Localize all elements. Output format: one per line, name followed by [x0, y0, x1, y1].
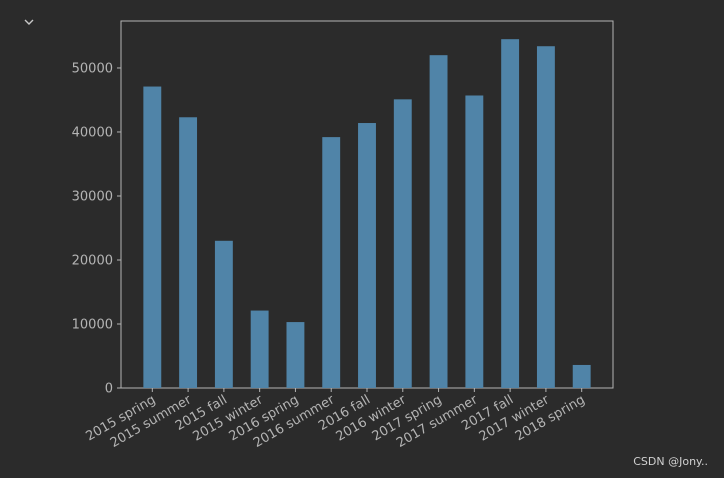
bar — [465, 95, 484, 389]
y-tick-label: 30000 — [72, 189, 113, 204]
y-tick-label: 0 — [105, 382, 113, 397]
bar — [322, 137, 341, 388]
bar — [429, 55, 448, 389]
bar — [179, 117, 198, 388]
y-tick-label: 40000 — [72, 125, 113, 140]
y-tick-label: 50000 — [72, 61, 113, 76]
watermark: CSDN @Jony.. — [633, 455, 708, 468]
collapse-icon[interactable] — [24, 19, 34, 25]
bar — [536, 46, 555, 388]
bar — [143, 86, 162, 388]
y-tick-label: 20000 — [72, 253, 113, 268]
bar — [393, 99, 412, 388]
bar — [501, 39, 520, 389]
bar — [214, 240, 233, 388]
bar — [250, 310, 269, 388]
y-tick-label: 10000 — [72, 317, 113, 332]
bar — [572, 364, 591, 388]
bar — [286, 322, 305, 388]
bar — [358, 123, 376, 388]
